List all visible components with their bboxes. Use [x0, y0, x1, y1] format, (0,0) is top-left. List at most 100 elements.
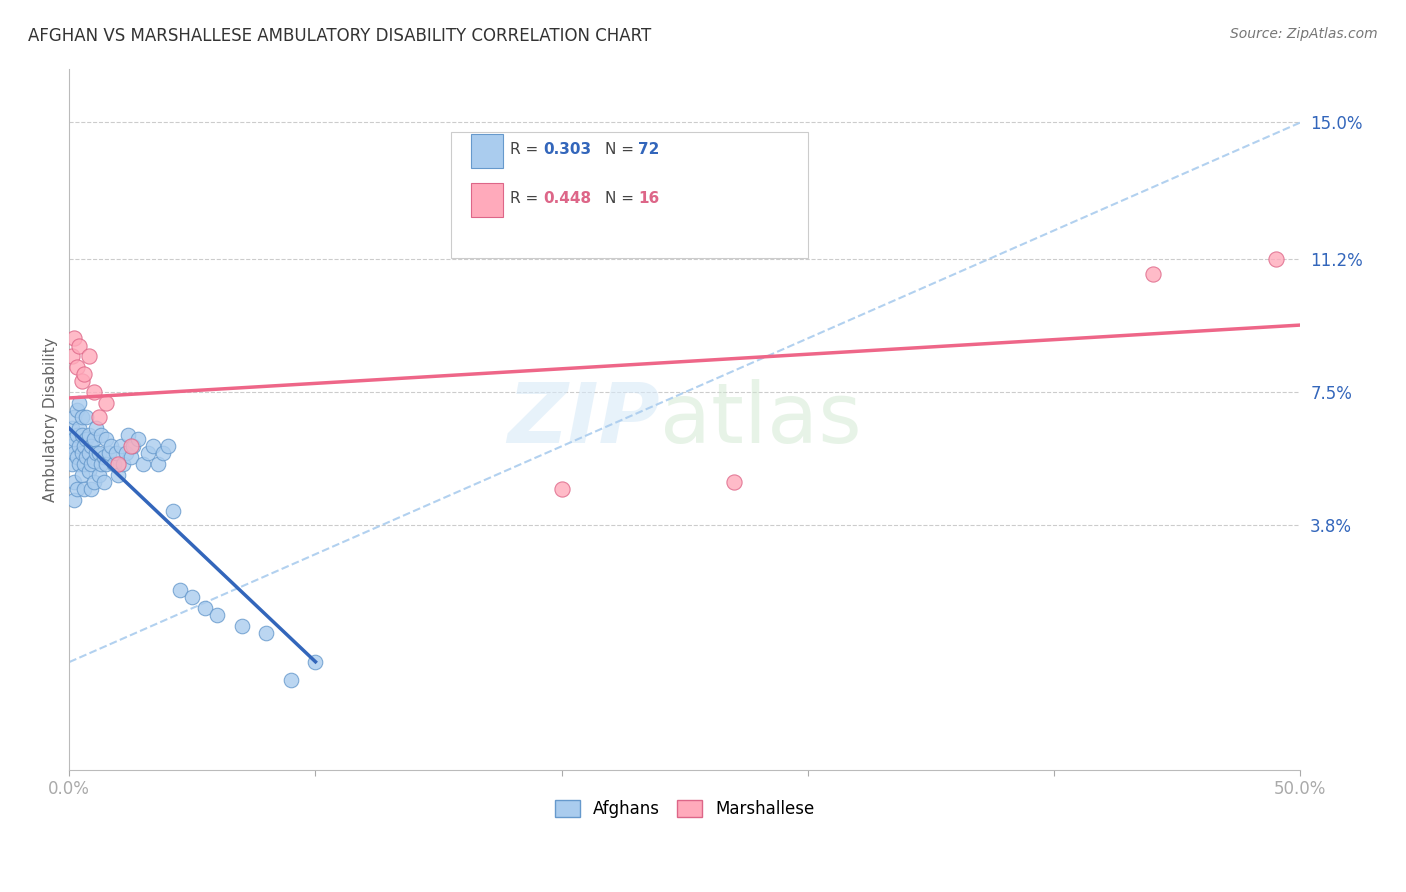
Point	[80, 439, 103, 453]
Point	[280, 673, 302, 687]
Point	[70, 468, 93, 483]
Point	[105, 446, 128, 460]
Point	[75, 450, 97, 464]
Text: R =: R =	[510, 142, 543, 157]
Point	[70, 428, 93, 442]
Point	[75, 410, 97, 425]
Point	[120, 450, 142, 464]
Point	[117, 428, 139, 442]
Legend: Afghans, Marshallese: Afghans, Marshallese	[548, 793, 821, 825]
Point	[87, 468, 110, 483]
Point	[70, 446, 93, 460]
Point	[551, 483, 574, 497]
Point	[60, 457, 83, 471]
FancyBboxPatch shape	[471, 183, 502, 218]
Point	[181, 591, 204, 605]
Point	[63, 446, 86, 460]
Point	[67, 439, 90, 453]
Point	[93, 450, 115, 464]
Point	[73, 439, 96, 453]
Point	[70, 375, 93, 389]
Point	[205, 608, 228, 623]
Text: 0.303: 0.303	[543, 142, 592, 157]
Point	[63, 475, 86, 490]
Point	[304, 655, 326, 669]
Point	[80, 457, 103, 471]
Point	[77, 428, 100, 442]
Point	[67, 457, 90, 471]
Point	[83, 385, 105, 400]
Point	[83, 475, 105, 490]
Point	[75, 432, 97, 446]
Text: atlas: atlas	[661, 379, 862, 459]
Point	[67, 396, 90, 410]
Point	[60, 421, 83, 435]
Point	[96, 396, 118, 410]
Point	[90, 457, 112, 471]
Point	[96, 432, 118, 446]
Point	[73, 483, 96, 497]
FancyBboxPatch shape	[451, 132, 808, 258]
Point	[86, 421, 108, 435]
Point	[63, 331, 86, 345]
Point	[67, 421, 90, 435]
Point	[146, 457, 169, 471]
Point	[70, 410, 93, 425]
Point	[86, 446, 108, 460]
Point	[103, 457, 125, 471]
Point	[110, 439, 132, 453]
Point	[83, 432, 105, 446]
Point	[77, 464, 100, 478]
Point	[83, 453, 105, 467]
Point	[77, 446, 100, 460]
Point	[63, 432, 86, 446]
Point	[169, 583, 191, 598]
Text: R =: R =	[510, 191, 543, 206]
Point	[254, 626, 277, 640]
FancyBboxPatch shape	[471, 134, 502, 168]
Point	[65, 483, 87, 497]
Point	[107, 457, 129, 471]
Text: ZIP: ZIP	[508, 379, 661, 459]
Text: 0.448: 0.448	[543, 191, 592, 206]
Point	[63, 493, 86, 508]
Y-axis label: Ambulatory Disability: Ambulatory Disability	[44, 337, 58, 501]
Text: 16: 16	[638, 191, 659, 206]
Point	[73, 368, 96, 382]
Point	[87, 410, 110, 425]
Point	[112, 457, 135, 471]
Text: AFGHAN VS MARSHALLESE AMBULATORY DISABILITY CORRELATION CHART: AFGHAN VS MARSHALLESE AMBULATORY DISABIL…	[28, 27, 651, 45]
Point	[107, 468, 129, 483]
Point	[73, 457, 96, 471]
Point	[80, 483, 103, 497]
Text: Source: ZipAtlas.com: Source: ZipAtlas.com	[1230, 27, 1378, 41]
Point	[120, 439, 142, 453]
Point	[87, 446, 110, 460]
Text: 72: 72	[638, 142, 659, 157]
Point	[67, 338, 90, 352]
Point	[63, 410, 86, 425]
Point	[127, 432, 149, 446]
Point	[231, 619, 253, 633]
Point	[142, 439, 165, 453]
Point	[60, 439, 83, 453]
Point	[100, 439, 122, 453]
Point	[194, 601, 217, 615]
Point	[115, 446, 138, 460]
Point	[65, 428, 87, 442]
Point	[77, 349, 100, 363]
Point	[132, 457, 155, 471]
Point	[96, 457, 118, 471]
Point	[60, 349, 83, 363]
Point	[723, 475, 745, 490]
Text: N =: N =	[605, 191, 638, 206]
Point	[152, 446, 174, 460]
Point	[97, 446, 120, 460]
Point	[122, 439, 145, 453]
Text: N =: N =	[605, 142, 638, 157]
Point	[65, 450, 87, 464]
Point	[65, 403, 87, 417]
Point	[1142, 267, 1164, 281]
Point	[1264, 252, 1286, 267]
Point	[162, 504, 184, 518]
